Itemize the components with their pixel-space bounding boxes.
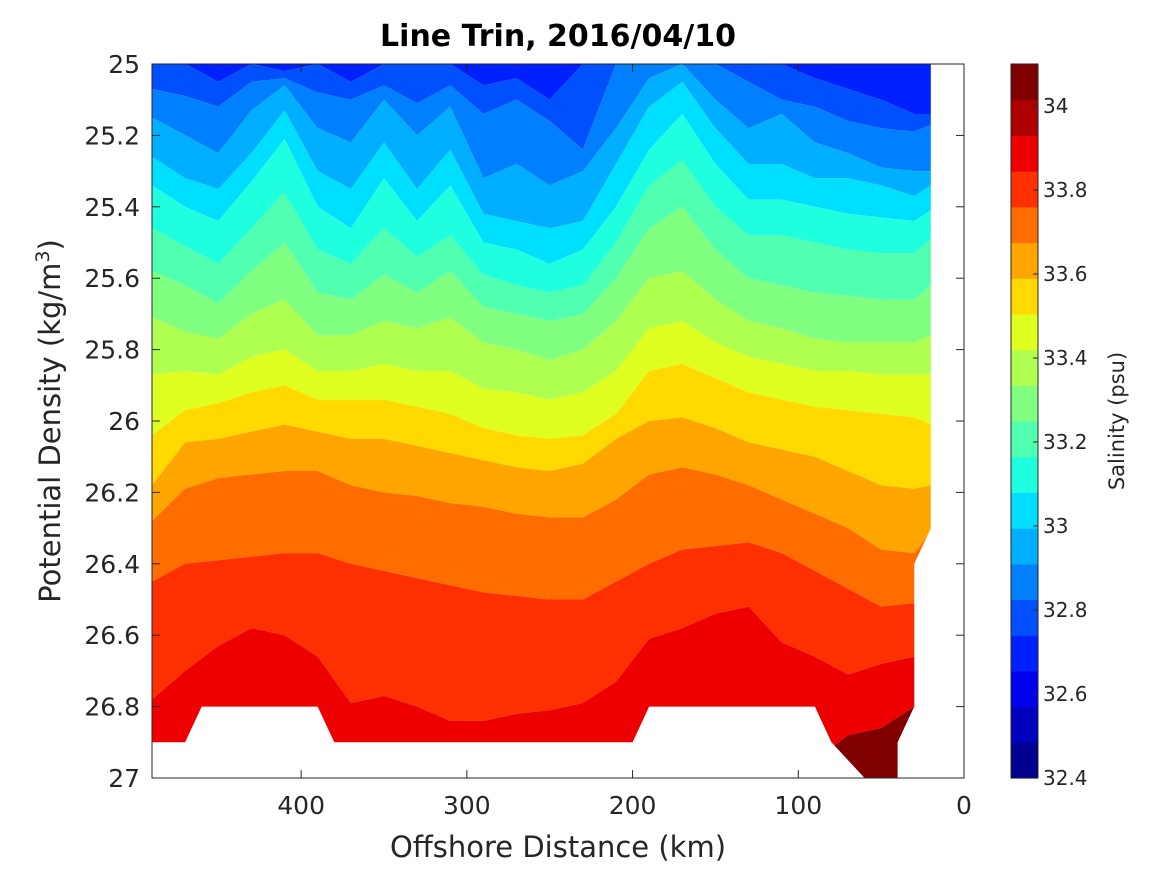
y-tick-label: 26.8 [84,693,140,722]
y-tick-label: 26.4 [84,550,140,579]
y-tick-label: 27 [108,764,140,793]
x-tick-label: 400 [277,791,325,820]
colorbar-tick-label: 32.8 [1043,598,1088,622]
colorbar-swatch [1011,528,1038,565]
contour-band-2 [152,64,931,150]
chart-title: Line Trin, 2016/04/10 [380,19,736,54]
colorbar-tick-label: 33 [1043,514,1068,538]
colorbar-swatch [1011,742,1038,779]
colorbar-tick-label: 34 [1043,94,1068,118]
colorbar-swatch [1011,635,1038,672]
colorbar: 32.4 32.6 32.8 33 33.2 33.4 33.6 33.8 34 [1010,63,1088,790]
colorbar-swatch [1011,99,1038,136]
y-axis: 25 25.2 25.4 25.6 25.8 26 26.2 26.4 26.6 26.8 27 [84,50,964,793]
contour-band-10 [152,321,931,439]
contour-layer [152,64,931,778]
colorbar-tick-label: 33.6 [1043,262,1088,286]
contour-band-3 [152,64,931,186]
y-tick-label: 26 [108,407,140,436]
contour-band-8 [152,206,931,361]
y-axis-label-close: ) [33,239,67,250]
y-tick-label: 25.8 [84,336,140,365]
x-axis-label: Offshore Distance (km) [390,830,726,864]
y-tick-label: 25.4 [84,193,140,222]
colorbar-frame [1010,63,1039,779]
x-tick-label: 200 [609,791,657,820]
colorbar-tick-label: 32.4 [1043,766,1088,790]
y-axis-label-superscript: 3 [32,250,54,262]
colorbar-label: Salinity (psu) [1105,352,1129,490]
contour-band-9 [152,271,931,400]
contour-band-12 [152,417,931,554]
colorbar-swatch [1011,278,1038,315]
contour-band-11 [152,363,931,489]
colorbar-tick-label: 32.6 [1043,682,1088,706]
y-tick-label: 25.6 [84,264,140,293]
y-axis-label: Potential Density (kg/m3) [32,239,67,603]
colorbar-swatch [1011,670,1038,708]
colorbar-swatch [1011,242,1038,279]
colorbar-swatch [1011,135,1038,172]
contour-band-14 [152,542,931,721]
x-tick-label: 0 [956,791,972,820]
x-tick-label: 100 [774,791,822,820]
contour-band-6 [152,114,931,293]
y-tick-label: 25.2 [84,121,140,150]
colorbar-swatch [1011,563,1038,601]
x-tick-label: 300 [443,791,491,820]
colorbar-swatch [1011,385,1038,422]
contour-band-1 [152,64,931,114]
contour-band-5 [152,81,931,264]
contour-band-4 [152,64,931,229]
y-axis-label-main: Potential Density (kg/m [33,263,67,603]
colorbar-swatch [1011,706,1038,743]
colorbar-tick-label: 33.4 [1043,346,1088,370]
y-tick-label: 25 [108,50,140,79]
colorbar-swatch [1011,492,1038,529]
colorbar-swatch [1011,456,1038,493]
contour-band-13 [152,467,931,607]
contour-band-7 [152,160,931,321]
y-tick-label: 26.6 [84,621,140,650]
no-data-bottom-gap [152,706,865,778]
colorbar-swatch [1011,313,1038,351]
x-axis: 400 300 200 100 0 [277,64,972,820]
colorbar-swatch [1011,206,1038,244]
no-data-right-gap [897,64,964,778]
colorbar-tick-label: 33.2 [1043,430,1088,454]
colorbar-swatch [1011,171,1038,208]
no-data-layer [152,64,964,778]
colorbar-swatch [1011,349,1038,386]
y-tick-label: 26.2 [84,478,140,507]
colorbar-swatch [1011,64,1038,101]
colorbar-swatch [1011,421,1038,458]
colorbar-swatch [1011,599,1038,636]
colorbar-tick-label: 33.8 [1043,178,1088,202]
